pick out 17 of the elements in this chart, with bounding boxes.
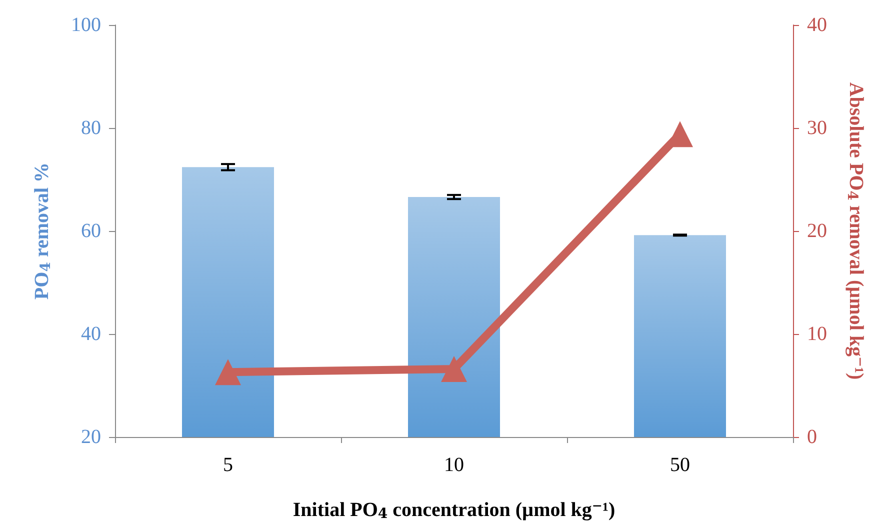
x-tick-label: 50: [670, 454, 690, 476]
point: [215, 359, 241, 386]
point: [441, 356, 467, 382]
y-tick-label: 20: [81, 426, 101, 448]
y-tick-label: 80: [81, 117, 101, 139]
y-axis-title: PO4 removal %: [31, 162, 54, 300]
x-tick-label: 5: [223, 454, 233, 476]
y-tick-label: 100: [71, 14, 101, 36]
y2-tick-label: 30: [807, 117, 827, 139]
y-tick-label: 60: [81, 220, 101, 242]
y2-axis-title: Absolute PO4 removal (µmol kg⁻¹): [844, 82, 867, 380]
y-tick-label: 40: [81, 323, 101, 345]
y2-tick-label: 10: [807, 323, 827, 345]
y2-tick-label: 20: [807, 220, 827, 242]
y2-tick-label: 40: [807, 14, 827, 36]
y2-tick-label: 0: [807, 426, 817, 448]
x-tick-label: 10: [444, 454, 464, 476]
